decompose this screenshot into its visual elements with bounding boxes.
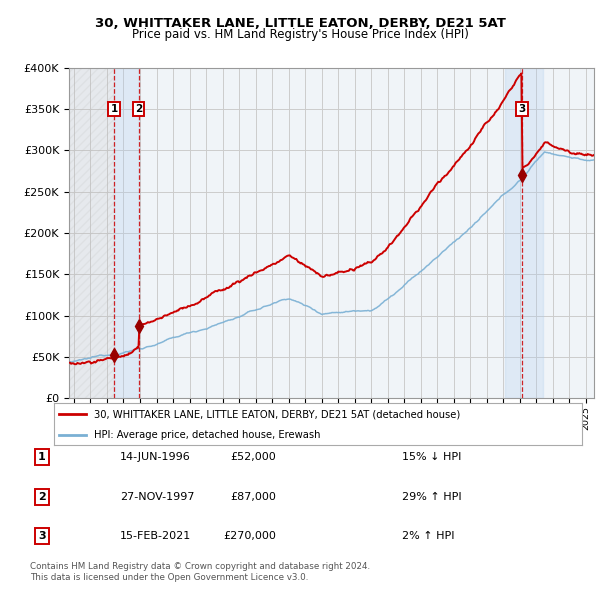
Text: 30, WHITTAKER LANE, LITTLE EATON, DERBY, DE21 5AT: 30, WHITTAKER LANE, LITTLE EATON, DERBY,…: [95, 17, 505, 30]
Bar: [69, 68, 115, 398]
Text: £270,000: £270,000: [223, 531, 276, 540]
Text: 15-FEB-2021: 15-FEB-2021: [120, 531, 191, 540]
Text: 2% ↑ HPI: 2% ↑ HPI: [402, 531, 455, 540]
Text: Contains HM Land Registry data © Crown copyright and database right 2024.: Contains HM Land Registry data © Crown c…: [30, 562, 370, 571]
Text: 14-JUN-1996: 14-JUN-1996: [120, 453, 191, 462]
Text: 1: 1: [38, 453, 46, 462]
Text: 3: 3: [38, 531, 46, 540]
Bar: [115, 68, 139, 398]
Text: HPI: Average price, detached house, Erewash: HPI: Average price, detached house, Erew…: [94, 430, 320, 440]
Text: £87,000: £87,000: [230, 492, 276, 502]
Text: 2: 2: [38, 492, 46, 502]
Text: 29% ↑ HPI: 29% ↑ HPI: [402, 492, 461, 502]
Text: £52,000: £52,000: [230, 453, 276, 462]
Text: 2: 2: [135, 104, 142, 114]
Bar: [505, 68, 543, 398]
Text: Price paid vs. HM Land Registry's House Price Index (HPI): Price paid vs. HM Land Registry's House …: [131, 28, 469, 41]
Text: This data is licensed under the Open Government Licence v3.0.: This data is licensed under the Open Gov…: [30, 573, 308, 582]
Text: 27-NOV-1997: 27-NOV-1997: [120, 492, 194, 502]
Text: 1: 1: [111, 104, 118, 114]
Text: 15% ↓ HPI: 15% ↓ HPI: [402, 453, 461, 462]
Text: 3: 3: [518, 104, 526, 114]
Text: 30, WHITTAKER LANE, LITTLE EATON, DERBY, DE21 5AT (detached house): 30, WHITTAKER LANE, LITTLE EATON, DERBY,…: [94, 409, 460, 419]
